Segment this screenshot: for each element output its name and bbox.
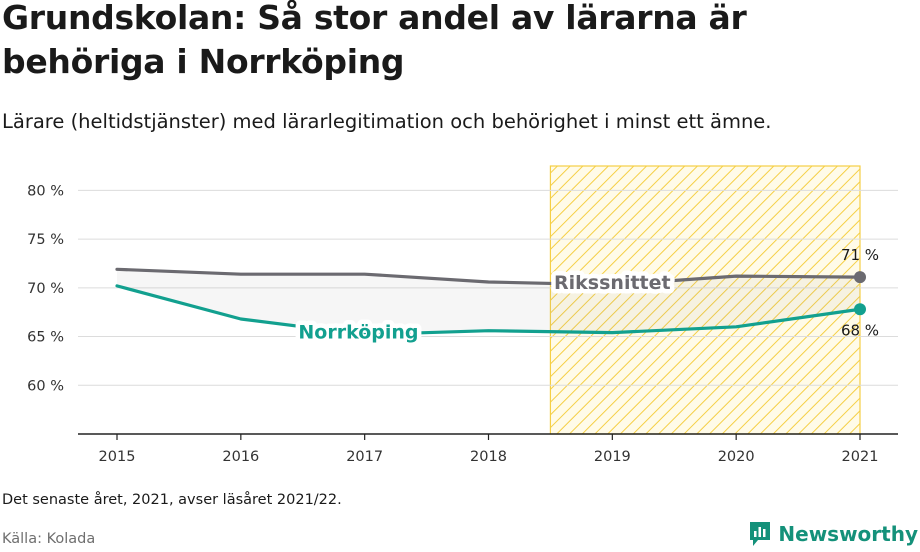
- series-end-label-0: 71 %: [841, 246, 879, 264]
- series-name-label-1: Norrköping: [298, 322, 418, 344]
- series-gap-area: [117, 269, 860, 335]
- x-tick-label: 2021: [842, 449, 879, 465]
- series-end-point-1: [854, 303, 866, 316]
- x-tick-label: 2018: [470, 449, 507, 465]
- x-tick-label: 2020: [718, 449, 755, 465]
- x-tick-label: 2017: [346, 449, 383, 465]
- series-line-0: [115, 267, 862, 287]
- source-note: Källa: Kolada: [2, 531, 96, 547]
- series-line-1: [115, 284, 862, 337]
- line-chart: 60 % 65 % 70 % 75 % 80 % 2015 2016 2017 2018 201…: [27, 165, 898, 465]
- x-tick-label: 2016: [222, 449, 259, 465]
- newsworthy-logo-icon: [750, 522, 771, 546]
- y-tick-label: 70 %: [27, 281, 64, 297]
- chart-title: Grundskolan: Så stor andel av lärarna är…: [2, 0, 747, 81]
- series-end-label-1: 68 %: [841, 321, 879, 339]
- footnote: Det senaste året, 2021, avser läsåret 20…: [2, 492, 342, 508]
- y-tick-label: 75 %: [27, 232, 64, 248]
- y-tick-label: 60 %: [27, 378, 64, 394]
- brand-logo: Newsworthy: [748, 520, 918, 548]
- chart-subtitle: Lärare (heltidstjänster) med lärarlegiti…: [2, 110, 772, 133]
- series-end-point-0: [854, 271, 866, 284]
- series-name-label-0: Rikssnittet: [554, 272, 671, 294]
- x-tick-label: 2019: [594, 449, 631, 465]
- y-tick-label: 80 %: [27, 183, 64, 199]
- brand-name: Newsworthy: [778, 522, 918, 546]
- x-tick-label: 2015: [99, 449, 136, 465]
- y-tick-label: 65 %: [27, 330, 64, 346]
- highlight-period: [549, 165, 861, 435]
